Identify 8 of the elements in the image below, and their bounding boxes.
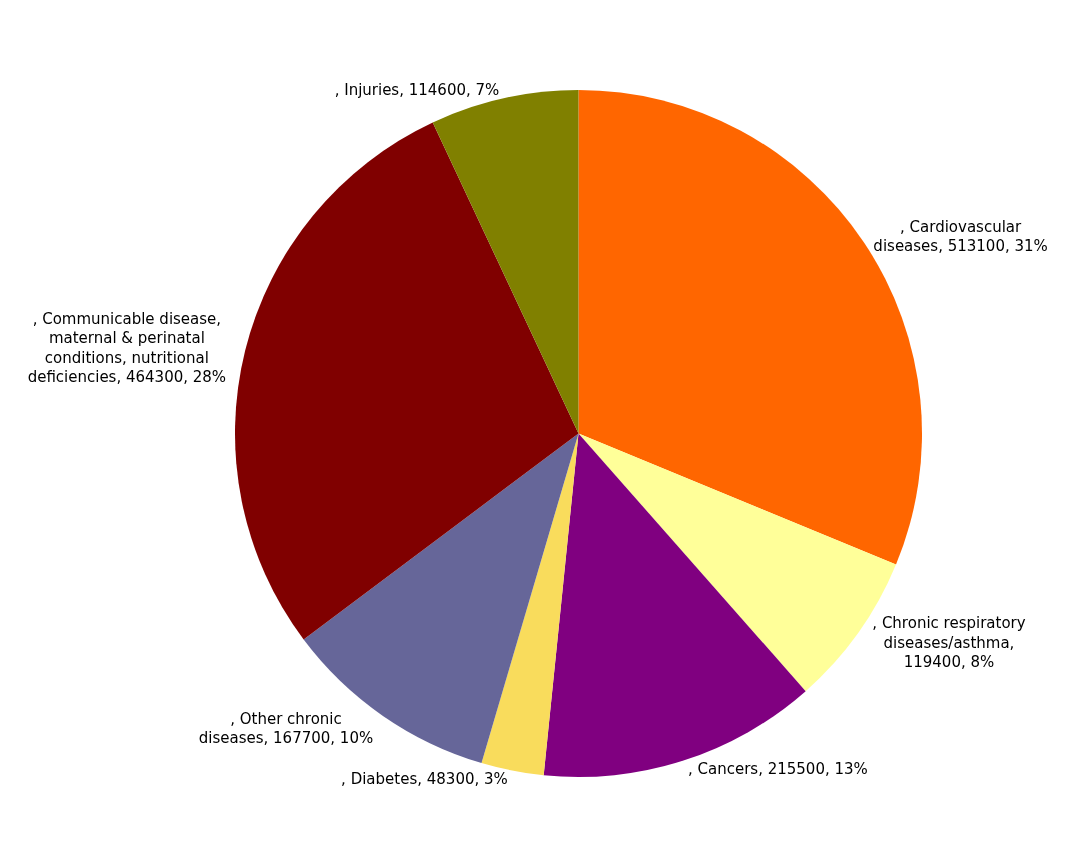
slice-label: , Other chronic diseases, 167700, 10%: [198, 709, 374, 748]
slice-label: , Chronic respiratory diseases/asthma, 119400, 8%: [872, 614, 1026, 672]
slice-label: , Communicable disease, maternal & perinatal conditions, nutritional deficiencies, 464300, 28%: [27, 309, 227, 387]
pie-slice: [235, 122, 579, 640]
slice-label: , Diabetes, 48300, 3%: [341, 770, 508, 789]
slice-label: , Cardiovascular diseases, 513100, 31%: [873, 217, 1048, 256]
slice-label: , Cancers, 215500, 13%: [687, 759, 868, 778]
slice-label: , Injuries, 114600, 7%: [334, 80, 500, 99]
